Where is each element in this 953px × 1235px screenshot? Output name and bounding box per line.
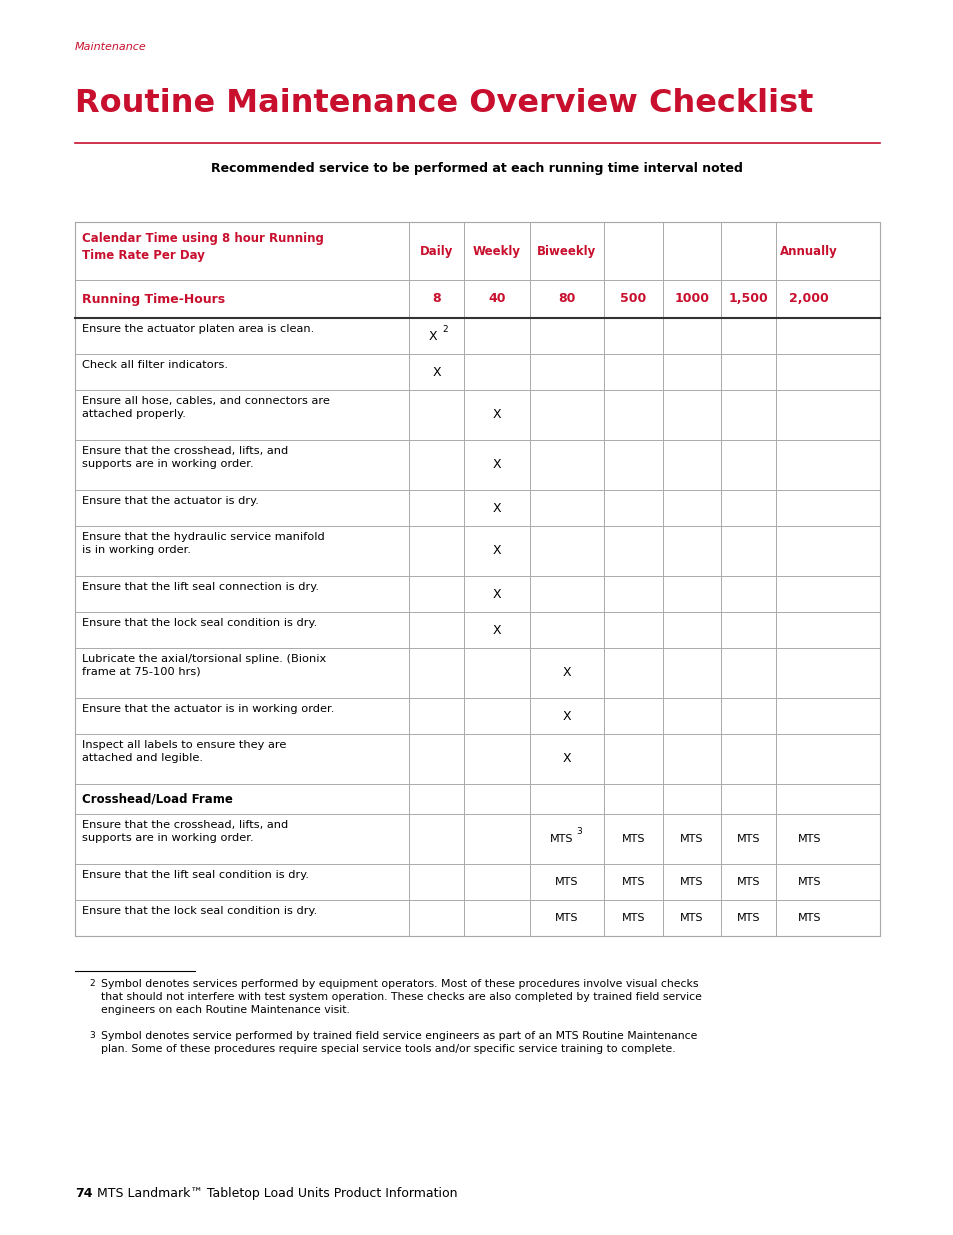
Text: Symbol denotes service performed by trained field service engineers as part of a: Symbol denotes service performed by trai… [101, 1031, 697, 1055]
Text: 80: 80 [558, 293, 575, 305]
Text: MTS: MTS [737, 913, 760, 923]
Text: X: X [492, 409, 500, 421]
Text: Weekly: Weekly [473, 245, 520, 258]
Text: MTS: MTS [797, 834, 820, 844]
Text: Ensure the actuator platen area is clean.: Ensure the actuator platen area is clean… [82, 324, 314, 333]
Text: Ensure that the crosshead, lifts, and
supports are in working order.: Ensure that the crosshead, lifts, and su… [82, 820, 288, 842]
Text: MTS: MTS [797, 877, 820, 887]
Text: X: X [492, 458, 500, 472]
Text: Check all filter indicators.: Check all filter indicators. [82, 359, 228, 370]
Text: Ensure that the actuator is dry.: Ensure that the actuator is dry. [82, 496, 258, 506]
Text: X: X [562, 709, 571, 722]
Text: X: X [428, 330, 436, 342]
Text: Inspect all labels to ensure they are
attached and legible.: Inspect all labels to ensure they are at… [82, 740, 286, 763]
Text: MTS: MTS [620, 834, 644, 844]
Text: MTS Landmark™ Tabletop Load Units Product Information: MTS Landmark™ Tabletop Load Units Produc… [97, 1187, 457, 1200]
Text: Ensure that the actuator is in working order.: Ensure that the actuator is in working o… [82, 704, 334, 714]
Text: X: X [492, 588, 500, 600]
Text: MTS: MTS [737, 877, 760, 887]
Text: MTS: MTS [555, 913, 578, 923]
Text: 2,000: 2,000 [788, 293, 828, 305]
Text: 3: 3 [89, 1031, 94, 1040]
Text: Biweekly: Biweekly [537, 245, 596, 258]
Text: Ensure that the lock seal condition is dry.: Ensure that the lock seal condition is d… [82, 906, 317, 916]
Text: X: X [432, 366, 440, 378]
Text: 40: 40 [488, 293, 505, 305]
Text: 1,500: 1,500 [728, 293, 768, 305]
Text: Symbol denotes services performed by equipment operators. Most of these procedur: Symbol denotes services performed by equ… [101, 979, 701, 1015]
Text: Ensure that the crosshead, lifts, and
supports are in working order.: Ensure that the crosshead, lifts, and su… [82, 446, 288, 469]
Bar [75, 222, 879, 936]
Text: MTS: MTS [679, 834, 703, 844]
Text: X: X [562, 667, 571, 679]
Text: Crosshead/Load Frame: Crosshead/Load Frame [82, 793, 233, 805]
Text: X: X [492, 501, 500, 515]
Text: Annually: Annually [780, 245, 837, 258]
Text: Routine Maintenance Overview Checklist: Routine Maintenance Overview Checklist [75, 88, 813, 119]
Text: Ensure that the lock seal condition is dry.: Ensure that the lock seal condition is d… [82, 618, 317, 629]
Text: MTS: MTS [797, 913, 820, 923]
Text: 2: 2 [442, 325, 448, 333]
Text: 8: 8 [432, 293, 440, 305]
Text: 2: 2 [89, 979, 94, 988]
Text: X: X [562, 752, 571, 766]
Text: MTS: MTS [679, 913, 703, 923]
Text: Recommended service to be performed at each running time interval noted: Recommended service to be performed at e… [211, 162, 742, 175]
Text: MTS: MTS [620, 913, 644, 923]
Text: 3: 3 [576, 827, 581, 836]
Text: Calendar Time using 8 hour Running
Time Rate Per Day: Calendar Time using 8 hour Running Time … [82, 232, 323, 262]
Text: 74: 74 [75, 1187, 92, 1200]
Text: Maintenance: Maintenance [75, 42, 147, 52]
Text: Ensure all hose, cables, and connectors are
attached properly.: Ensure all hose, cables, and connectors … [82, 396, 330, 419]
Text: X: X [492, 545, 500, 557]
Text: Daily: Daily [419, 245, 453, 258]
Text: 500: 500 [619, 293, 646, 305]
Text: MTS: MTS [550, 834, 573, 844]
Text: MTS: MTS [679, 877, 703, 887]
Text: 1000: 1000 [674, 293, 709, 305]
Text: Ensure that the lift seal condition is dry.: Ensure that the lift seal condition is d… [82, 869, 309, 881]
Text: MTS: MTS [555, 877, 578, 887]
Text: MTS: MTS [620, 877, 644, 887]
Text: Lubricate the axial/torsional spline. (Bionix
frame at 75-100 hrs): Lubricate the axial/torsional spline. (B… [82, 655, 326, 677]
Text: X: X [492, 624, 500, 636]
Text: Ensure that the hydraulic service manifold
is in working order.: Ensure that the hydraulic service manifo… [82, 532, 324, 555]
Text: Running Time-Hours: Running Time-Hours [82, 293, 225, 305]
Text: MTS: MTS [737, 834, 760, 844]
Text: Ensure that the lift seal connection is dry.: Ensure that the lift seal connection is … [82, 582, 318, 592]
